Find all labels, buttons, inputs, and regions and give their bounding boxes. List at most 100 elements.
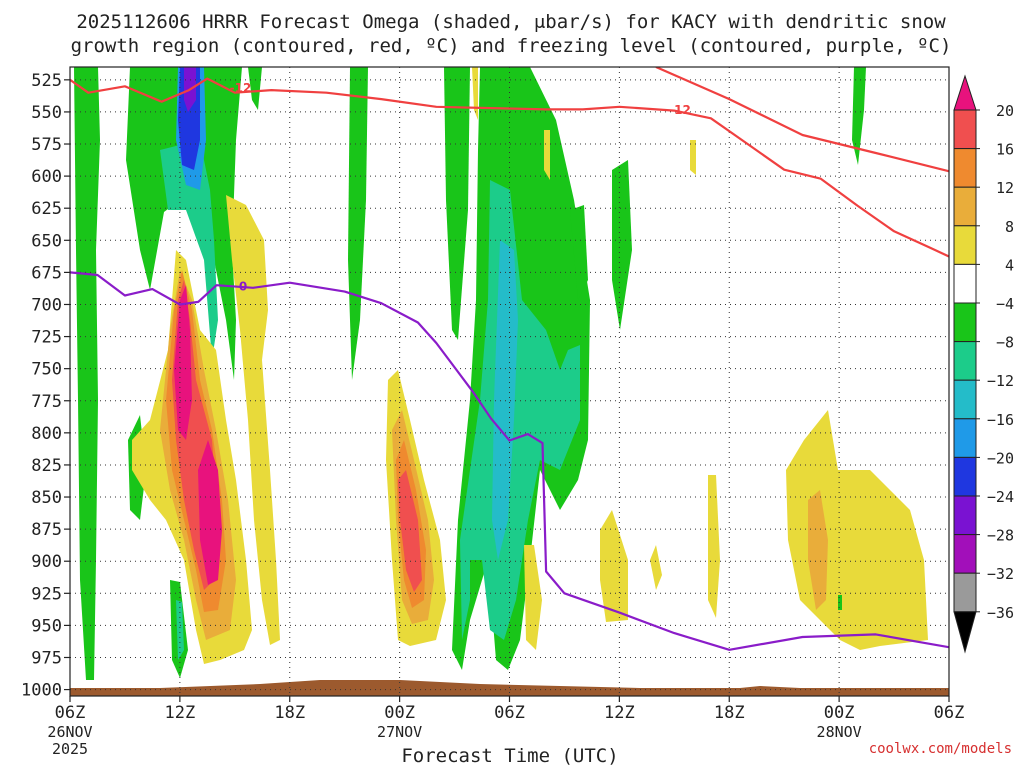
colorbar-swatch [953, 534, 977, 574]
y-tick-label: 900 [31, 552, 62, 572]
colorbar-swatch [953, 379, 977, 420]
omega-region-green-farright [852, 67, 866, 165]
y-tick-label: 950 [31, 616, 62, 636]
colorbar-swatch [953, 148, 977, 188]
omega-region-teal-upper [160, 140, 218, 360]
omega-region-yellow-12z [600, 510, 628, 622]
y-axis: 525 550 575 600 625 650 675 700 725 750 775 800 825 8… [21, 71, 70, 701]
omega-shading [74, 67, 928, 680]
y-tick-label: 650 [31, 231, 62, 251]
freezing-level-line [70, 271, 949, 651]
y-tick-label: 750 [31, 360, 62, 380]
omega-region-yellow-top2 [544, 130, 550, 180]
x-tick-label: 00Z [824, 703, 855, 723]
colorbar-top-triangle [953, 74, 977, 111]
colorbar-label: −8 [996, 334, 1014, 352]
isotherm-minus12-line [70, 77, 949, 258]
omega-region-yellow-14z [650, 545, 662, 590]
y-tick-label: 875 [31, 520, 62, 540]
omega-region-gold-00z28 [808, 490, 828, 610]
colorbar: 20 16 12 8 4 −4 −8 −12 −16 −20 −24 −28 −32 −36 [953, 74, 1014, 654]
chart-title-line-2: growth region (contoured, red, ºC) and f… [71, 35, 952, 57]
omega-region-red-00z [398, 470, 422, 592]
colorbar-label: −24 [987, 488, 1014, 506]
colorbar-label: 4 [1005, 256, 1014, 274]
y-tick-label: 1000 [21, 681, 62, 701]
y-tick-label: 575 [31, 135, 62, 155]
chart-title-line-1: 2025112606 HRRR Forecast Omega (shaded, … [76, 11, 946, 33]
x-date-label: 2025 [52, 740, 88, 758]
colorbar-label: 8 [1005, 218, 1014, 236]
colorbar-label: −12 [987, 372, 1014, 390]
omega-region-green-right [612, 160, 632, 330]
colorbar-label: −32 [987, 565, 1014, 583]
colorbar-swatch [953, 186, 977, 227]
omega-region-teal-broad [460, 180, 580, 640]
y-tick-label: 725 [31, 328, 62, 348]
x-tick-label: 18Z [714, 703, 745, 723]
x-axis: 06Z 12Z 18Z 00Z 06Z 12Z 18Z 00Z 06Z26NOV202527NO… [47, 696, 964, 758]
y-tick-label: 850 [31, 488, 62, 508]
colorbar-bottom-triangle [953, 611, 977, 654]
colorbar-swatch [953, 572, 977, 613]
x-tick-label: 12Z [604, 703, 635, 723]
contour-label: -12 [230, 81, 252, 95]
x-axis-label: Forecast Time (UTC) [401, 745, 618, 767]
x-tick-label: 06Z [934, 703, 965, 723]
omega-region-yellow-top3 [690, 140, 696, 175]
colorbar-swatch [953, 495, 977, 536]
omega-region-green-top [248, 67, 262, 110]
omega-region-green-upper [126, 67, 242, 380]
omega-region-green-mid [348, 67, 368, 380]
omega-region-green-mid2 [444, 67, 470, 340]
colorbar-label: −28 [987, 527, 1014, 545]
colorbar-label: −36 [987, 604, 1014, 622]
y-tick-label: 550 [31, 103, 62, 123]
y-tick-label: 700 [31, 295, 62, 315]
x-tick-label: 18Z [274, 703, 305, 723]
colorbar-label: 16 [996, 141, 1014, 159]
omega-region-yellow-06z [524, 545, 542, 650]
omega-region-green-speck [838, 595, 842, 610]
y-tick-label: 800 [31, 424, 62, 444]
colorbar-swatch [953, 302, 977, 343]
y-tick-label: 600 [31, 167, 62, 187]
y-tick-label: 825 [31, 456, 62, 476]
x-tick-label: 06Z [494, 703, 525, 723]
y-tick-label: 775 [31, 392, 62, 412]
x-tick-label: 06Z [55, 703, 86, 723]
omega-region-green-right2 [570, 205, 588, 300]
colorbar-label: −20 [987, 449, 1014, 467]
colorbar-label: 20 [996, 102, 1014, 120]
omega-region-magenta-lower [198, 440, 222, 585]
colorbar-swatch [953, 109, 977, 150]
contour-lines: -12 -12 0 [70, 67, 949, 651]
contour-label: 0 [239, 280, 247, 294]
omega-region-yellow-18z [708, 475, 720, 618]
y-tick-label: 675 [31, 263, 62, 283]
omega-region-yellow-column [226, 195, 280, 645]
x-date-label: 28NOV [817, 723, 862, 741]
colorbar-swatch [953, 341, 977, 381]
colorbar-label: −4 [996, 295, 1014, 313]
contour-label: -12 [669, 103, 691, 117]
colorbar-label: −16 [987, 411, 1014, 429]
x-tick-label: 00Z [384, 703, 415, 723]
y-tick-label: 975 [31, 648, 62, 668]
colorbar-swatch [953, 263, 977, 304]
x-tick-label: 12Z [165, 703, 196, 723]
x-date-label: 26NOV [47, 723, 92, 741]
omega-region-magenta-upper [174, 285, 192, 440]
y-tick-label: 925 [31, 584, 62, 604]
colorbar-swatch [953, 225, 977, 265]
isotherm-minus12-line [655, 67, 949, 173]
x-date-label: 27NOV [377, 723, 422, 741]
y-tick-label: 525 [31, 71, 62, 91]
credit-text: coolwx.com/models [869, 741, 1012, 757]
y-tick-label: 625 [31, 199, 62, 219]
colorbar-swatch [953, 418, 977, 458]
omega-region-green-left [74, 67, 100, 680]
omega-region-teal-low [176, 600, 184, 660]
omega-region-cyan-core [492, 240, 518, 560]
